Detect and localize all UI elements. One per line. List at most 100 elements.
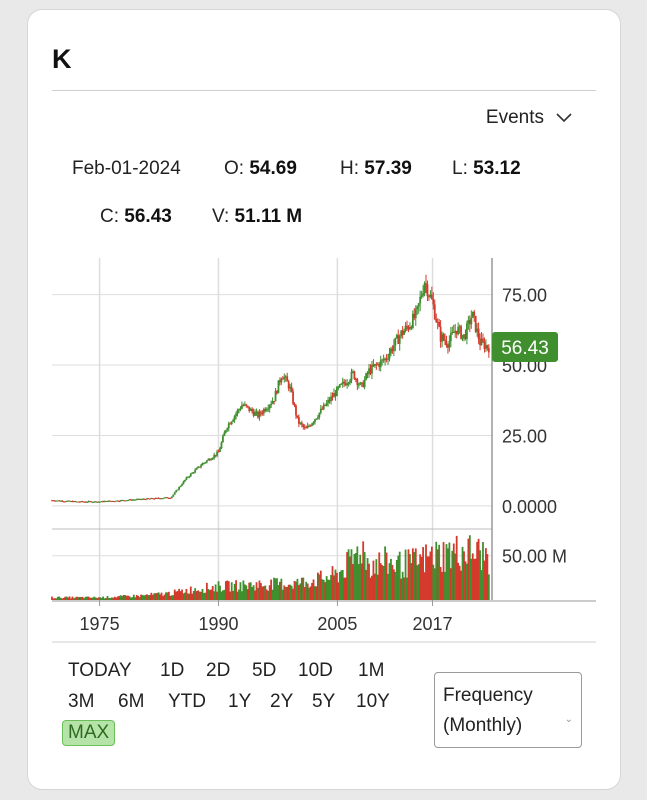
candle-body xyxy=(373,364,376,366)
candle-body xyxy=(485,345,487,349)
volume-bar xyxy=(207,589,210,600)
candle-body xyxy=(341,381,344,384)
candle-body xyxy=(338,384,341,388)
volume-bar xyxy=(61,598,64,600)
candle-body xyxy=(460,326,462,339)
volume-bar xyxy=(473,558,476,600)
candle-body xyxy=(175,490,178,493)
volume-bar xyxy=(246,589,249,600)
volume-bar xyxy=(204,592,207,600)
candle-body xyxy=(80,501,83,503)
volume-bar xyxy=(471,553,474,600)
volume-bar xyxy=(403,577,405,600)
candle-body xyxy=(109,500,112,502)
volume-bar xyxy=(338,571,341,600)
period-today[interactable]: TODAY xyxy=(68,660,132,681)
candle-body xyxy=(239,408,242,410)
candle-body xyxy=(179,485,182,487)
candle-body xyxy=(265,409,268,411)
candle-body xyxy=(182,481,185,485)
period-1m[interactable]: 1M xyxy=(358,660,385,681)
period-6m[interactable]: 6M xyxy=(118,691,145,712)
volume-bar xyxy=(128,596,131,600)
candle-body xyxy=(167,497,170,499)
candle-body xyxy=(132,499,135,501)
candle-body xyxy=(232,419,235,422)
volume-bar xyxy=(134,597,137,600)
volume-bar xyxy=(159,594,162,600)
period-2d[interactable]: 2D xyxy=(206,660,231,681)
candle-body xyxy=(276,391,278,394)
volume-bar xyxy=(186,593,189,600)
candle-body xyxy=(474,315,477,332)
last-price-label: 56.43 xyxy=(501,338,549,359)
volume-bar xyxy=(334,569,337,600)
y-tick-label: 0.0000 xyxy=(502,497,557,517)
volume-bar xyxy=(129,597,132,600)
candle-body xyxy=(78,501,81,503)
period-10d[interactable]: 10D xyxy=(298,660,333,681)
volume-bar xyxy=(122,595,125,600)
candle-body xyxy=(335,387,338,397)
candle-body xyxy=(192,472,195,474)
period-1d[interactable]: 1D xyxy=(160,660,185,681)
volume-bar xyxy=(110,597,113,600)
period-2y[interactable]: 2Y xyxy=(270,691,294,712)
volume-bar xyxy=(81,596,84,600)
candle-body xyxy=(322,404,325,410)
candle-body xyxy=(116,500,119,502)
volume-bar xyxy=(68,596,71,600)
candle-body xyxy=(71,501,74,503)
candle-body xyxy=(160,498,163,500)
candle-body xyxy=(236,410,239,414)
volume-bar xyxy=(425,544,427,600)
candle-body xyxy=(271,401,274,404)
volume-bar xyxy=(369,577,372,600)
candle-body xyxy=(210,459,213,461)
period-1y[interactable]: 1Y xyxy=(228,691,252,712)
candle-body xyxy=(305,427,308,429)
volume-bar xyxy=(318,574,321,600)
candle-body xyxy=(108,500,110,502)
volume-bar xyxy=(458,565,461,600)
period-5y[interactable]: 5Y xyxy=(312,691,336,712)
frequency-select[interactable]: Frequency (Monthly) ⌄ xyxy=(434,672,582,748)
volume-bar xyxy=(99,597,102,600)
candle-body xyxy=(360,382,363,384)
events-dropdown[interactable]: Events xyxy=(486,107,572,129)
period-10y[interactable]: 10Y xyxy=(356,691,390,712)
period-3m[interactable]: 3M xyxy=(68,691,95,712)
candle-body xyxy=(316,417,319,419)
volume-bar xyxy=(65,596,68,600)
volume-bar xyxy=(131,597,134,600)
volume-bar xyxy=(84,596,87,600)
volume-bar xyxy=(167,591,170,600)
volume-bar xyxy=(454,553,457,600)
volume-bar xyxy=(235,580,237,600)
candle-body xyxy=(407,326,410,330)
volume-bar xyxy=(391,564,394,600)
volume-bar xyxy=(344,577,347,600)
candle-body xyxy=(463,334,465,336)
period-5d[interactable]: 5D xyxy=(252,660,277,681)
candle-body xyxy=(473,311,476,316)
period-max[interactable]: MAX xyxy=(62,720,116,746)
volume-bar xyxy=(151,594,154,600)
candle-body xyxy=(102,501,105,503)
candle-body xyxy=(435,318,438,322)
volume-bar xyxy=(189,586,192,600)
ohlc-low: L: 53.12 xyxy=(452,158,521,180)
candle-body xyxy=(397,335,400,344)
volume-bar xyxy=(319,570,322,600)
volume-bar xyxy=(350,549,353,600)
candle-body xyxy=(204,462,207,464)
candle-body xyxy=(144,499,147,501)
period-ytd[interactable]: YTD xyxy=(168,691,206,712)
volume-bar xyxy=(410,563,413,600)
volume-bar xyxy=(432,564,435,600)
candle-body xyxy=(334,393,337,397)
volume-bar xyxy=(407,549,410,600)
ohlc-volume: V: 51.11 M xyxy=(212,206,302,228)
candle-body xyxy=(75,501,78,503)
